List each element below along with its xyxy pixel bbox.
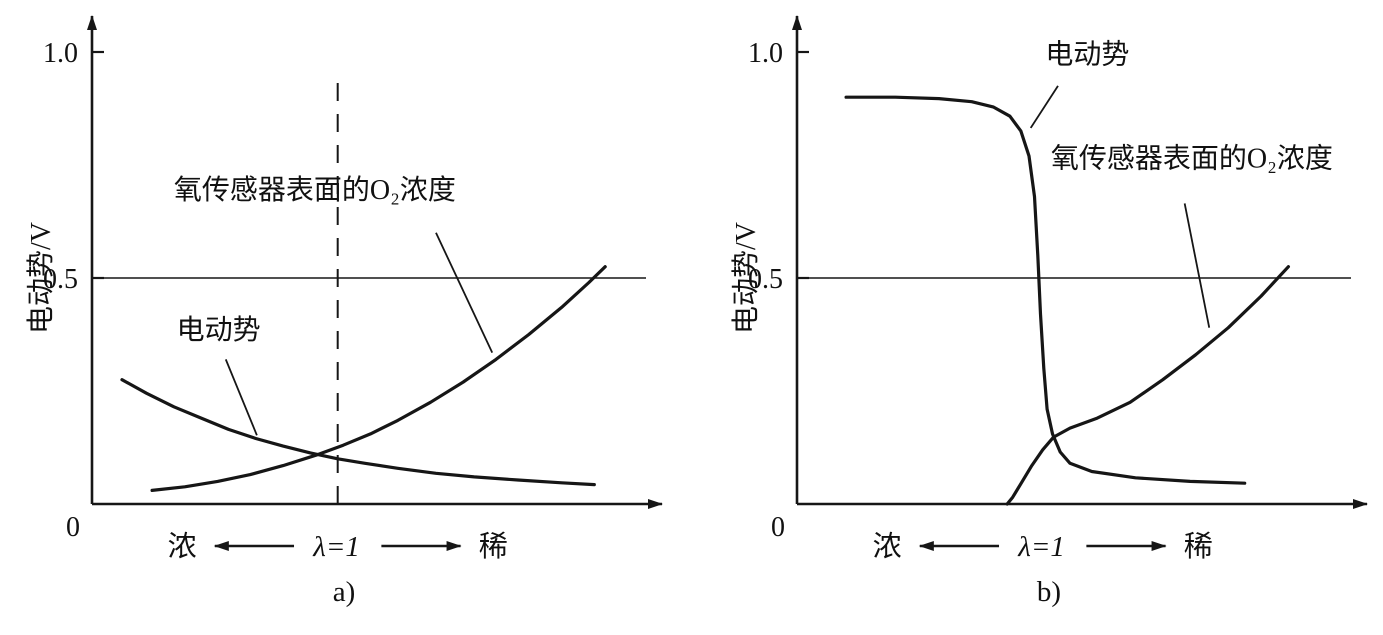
chart-panel-a: 1.0 0.5 0 电动势/V 电动势 氧传感器表面的O₂浓度浓 λ=1 稀 a) [0, 0, 691, 635]
chart-b-emf-curve [844, 95, 1247, 485]
chart-a-o2_surface_concentration-curve [150, 265, 607, 492]
chart-a-o2-label: 氧传感器表面的O₂浓度 [174, 174, 456, 206]
chart-a-emf-curve [120, 378, 596, 487]
chart-b-ytick-label-1: 0.5 [748, 264, 783, 295]
chart-a-origin-label: 0 [66, 512, 80, 543]
chart-b-lambda-label: λ=1 [1017, 531, 1065, 563]
chart-b-emf-label-leader [1029, 85, 1059, 129]
chart-a-ytick-label-0: 1.0 [43, 38, 78, 69]
chart-a-lean-label: 稀 [479, 530, 508, 563]
chart-a-caption: a) [332, 576, 356, 608]
chart-panel-b: 1.0 0.5 0 电动势/V 电动势氧传感器表面的O₂浓度浓 λ=1 稀 b) [691, 0, 1382, 635]
chart-b-caption: b) [1036, 576, 1062, 608]
chart-b-rich-label: 浓 [873, 530, 902, 563]
chart-a-emf-label-leader [224, 359, 258, 436]
chart-a-ytick-label-1: 0.5 [43, 264, 78, 295]
chart-a-emf-label: 电动势 [177, 314, 261, 346]
chart-a-lambda-label: λ=1 [312, 531, 360, 563]
chart-a-rich-label: 浓 [168, 530, 197, 563]
chart-b-ylabel: 电动势/V [730, 222, 762, 334]
chart-b-ytick-label-0: 1.0 [748, 38, 783, 69]
chart-b-o2-label-leader [1183, 203, 1211, 328]
chart-b-emf-label: 电动势 [1045, 38, 1129, 70]
chart-a-ylabel: 电动势/V [25, 222, 57, 334]
chart-b-origin-label: 0 [771, 512, 785, 543]
chart-b-o2_surface_concentration-curve [1005, 265, 1290, 506]
chart-b-o2-label: 氧传感器表面的O₂浓度 [1051, 142, 1333, 174]
chart-b-lean-label: 稀 [1184, 530, 1213, 563]
chart-a-o2-label-leader [435, 232, 494, 353]
